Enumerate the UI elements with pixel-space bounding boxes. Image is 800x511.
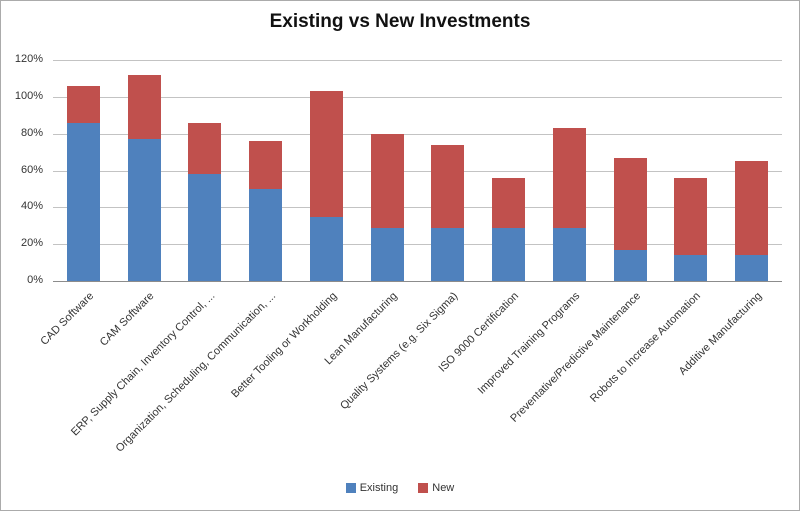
y-axis-tick-label: 120% <box>14 53 43 65</box>
x-axis-category-label: CAD Software <box>38 290 96 348</box>
bar-segment-new-5 <box>309 91 343 217</box>
bar-segment-existing-10 <box>613 249 647 281</box>
gridline <box>53 207 782 208</box>
y-axis-tick-label: 0% <box>27 274 43 286</box>
bar-segment-existing-5 <box>309 216 343 281</box>
legend-item-new: New <box>418 482 454 494</box>
y-axis: 0% 20% 40% 60% 80% 100% 120% <box>1 53 47 286</box>
bar-segment-new-12 <box>735 161 769 256</box>
bar-segment-new-6 <box>370 133 404 228</box>
bar-segment-existing-4 <box>249 188 283 281</box>
bar-segment-existing-8 <box>492 227 526 281</box>
legend: Existing New <box>1 482 799 494</box>
y-axis-tick-label: 80% <box>20 126 43 139</box>
bar-segment-new-4 <box>249 141 283 189</box>
gridline <box>53 60 782 61</box>
x-axis-category-label: Preventative/Predictive Maintenance <box>507 290 643 425</box>
plot-area <box>53 60 782 282</box>
gridline <box>53 97 782 98</box>
bar-segment-new-7 <box>431 144 465 228</box>
x-axis-category-label: Improved Training Programs <box>475 290 582 397</box>
x-axis-category-label: Robots to Increase Automation <box>588 290 704 405</box>
chart-title: Existing vs New Investments <box>269 11 531 32</box>
x-axis-category-label: Quality Systems (e.g. Six Sigma) <box>338 290 461 413</box>
gridline <box>53 244 782 245</box>
bar-segment-existing-3 <box>188 174 222 281</box>
gridline <box>53 171 782 172</box>
bar-segment-existing-2 <box>127 139 161 281</box>
x-axis-category-label: CAM Software <box>97 290 157 349</box>
y-axis-tick-label: 100% <box>14 89 43 102</box>
bar-segment-new-8 <box>492 177 526 228</box>
y-axis-tick-label: 40% <box>20 200 43 213</box>
bar-segment-existing-11 <box>674 255 708 281</box>
bar-segment-existing-6 <box>370 227 404 281</box>
legend-swatch-new-icon <box>418 483 429 493</box>
bar-segment-new-11 <box>674 177 708 256</box>
bar-segment-new-1 <box>66 85 100 123</box>
x-axis-labels: CAD Software CAM Software ERP, Supply Chai… <box>38 282 782 468</box>
bar-segment-new-3 <box>188 122 222 175</box>
gridline <box>53 134 782 135</box>
x-axis-line <box>53 281 782 282</box>
legend-item-existing: Existing <box>345 482 399 494</box>
y-axis-tick-label: 60% <box>20 163 43 176</box>
bar-segment-new-2 <box>127 74 161 140</box>
bar-segment-existing-1 <box>66 122 100 281</box>
y-axis-tick-label: 20% <box>20 237 43 250</box>
legend-label-existing: Existing <box>359 482 399 494</box>
bar-segment-existing-12 <box>735 255 769 281</box>
bar-segment-new-10 <box>613 157 647 250</box>
bar-segment-existing-9 <box>552 227 586 281</box>
bar-segment-existing-7 <box>431 227 465 281</box>
bar-segment-new-9 <box>552 128 586 228</box>
x-axis-category-label: Better Tooling or Workholding <box>228 290 339 401</box>
legend-label-new: New <box>432 482 455 494</box>
legend-swatch-existing-icon <box>345 483 356 493</box>
